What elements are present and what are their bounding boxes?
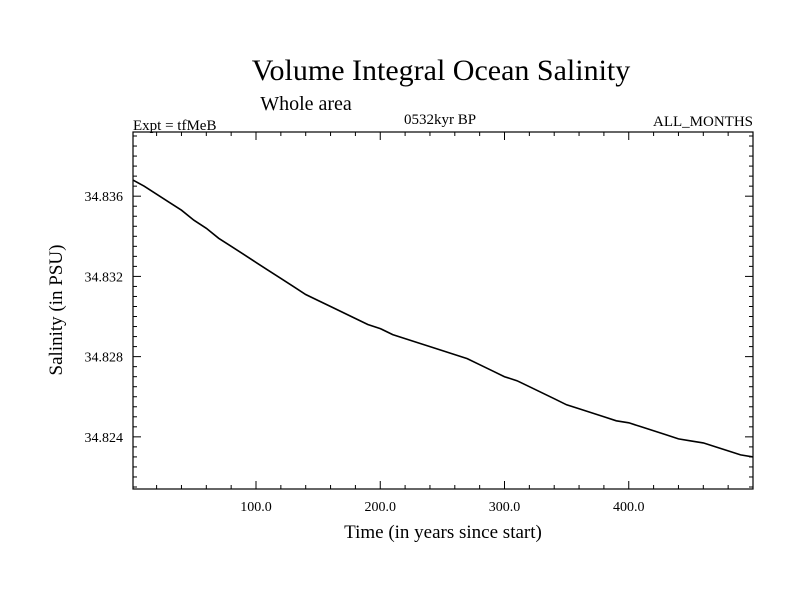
months-label: ALL_MONTHS (653, 114, 753, 130)
x-axis-label: Time (in years since start) (344, 522, 542, 543)
y-axis-label: Salinity (in PSU) (46, 245, 67, 376)
plot-frame (132, 131, 754, 490)
y-tick-label: 34.824 (85, 431, 124, 446)
salinity-series-line (132, 179, 754, 458)
x-tick-label: 400.0 (613, 500, 645, 515)
y-tick-label: 34.836 (85, 190, 124, 205)
tick-marks (133, 132, 753, 489)
x-tick-label: 200.0 (365, 500, 397, 515)
experiment-label: Expt = tfMeB (133, 118, 216, 134)
x-tick-label: 300.0 (489, 500, 521, 515)
y-tick-label: 34.828 (85, 351, 124, 366)
chart-subtitle: Whole area (260, 93, 352, 115)
y-tick-label: 34.832 (85, 270, 124, 285)
period-label: 0532kyr BP (404, 112, 476, 128)
chart-title: Volume Integral Ocean Salinity (252, 54, 631, 87)
tick-labels: 100.0 200.0 300.0 400.0 34.824 34.828 34.832 34… (85, 190, 645, 515)
x-tick-label: 100.0 (240, 500, 272, 515)
